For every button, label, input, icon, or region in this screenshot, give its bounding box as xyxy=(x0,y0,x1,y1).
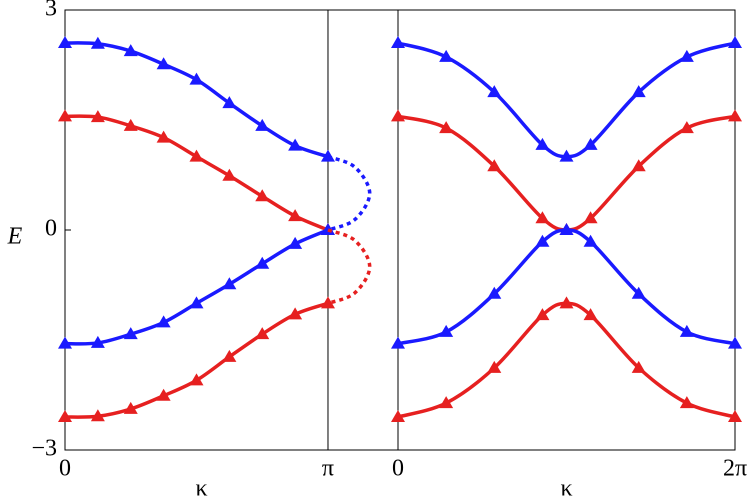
triangle-marker xyxy=(58,336,72,349)
triangle-marker xyxy=(222,349,237,362)
triangle-marker xyxy=(288,209,303,222)
triangle-marker xyxy=(58,36,72,48)
triangle-marker xyxy=(631,85,646,98)
triangle-marker xyxy=(156,315,171,328)
triangle-marker xyxy=(123,327,138,340)
triangle-marker xyxy=(391,410,405,422)
x-tick-label: 0 xyxy=(392,456,404,482)
triangle-marker xyxy=(288,236,303,249)
triangle-marker xyxy=(320,296,335,309)
triangle-marker xyxy=(487,85,502,98)
y-tick-label: 0 xyxy=(45,216,57,242)
triangle-marker xyxy=(679,49,694,62)
triangle-marker xyxy=(58,109,72,122)
triangle-marker xyxy=(583,211,598,224)
triangle-marker xyxy=(189,296,204,309)
triangle-marker xyxy=(90,335,105,348)
triangle-marker xyxy=(439,121,454,134)
y-tick-label: −3 xyxy=(31,436,57,462)
triangle-marker xyxy=(559,223,574,235)
y-tick-label: 3 xyxy=(45,0,57,22)
x-axis-label: κ xyxy=(560,476,572,498)
triangle-marker xyxy=(439,396,454,409)
band-line xyxy=(64,41,329,159)
triangle-marker xyxy=(391,336,405,349)
triangle-marker xyxy=(255,327,270,340)
triangle-marker xyxy=(156,130,171,143)
triangle-marker xyxy=(728,410,742,422)
band-line xyxy=(327,155,372,232)
band-line xyxy=(64,114,329,232)
triangle-marker xyxy=(255,189,270,202)
triangle-marker xyxy=(728,109,742,122)
triangle-marker xyxy=(123,44,138,57)
triangle-marker xyxy=(439,324,454,337)
triangle-marker xyxy=(679,396,694,409)
triangle-marker xyxy=(487,159,502,172)
triangle-marker xyxy=(391,109,405,122)
triangle-marker xyxy=(123,118,138,131)
triangle-marker xyxy=(255,118,270,131)
triangle-marker xyxy=(288,307,303,320)
triangle-marker xyxy=(90,110,105,123)
triangle-marker xyxy=(222,168,237,181)
band-line xyxy=(64,228,329,346)
triangle-marker xyxy=(679,324,694,337)
triangle-marker xyxy=(288,138,303,151)
triangle-marker xyxy=(439,49,454,62)
triangle-marker xyxy=(487,360,502,373)
triangle-marker xyxy=(631,360,646,373)
band-line xyxy=(397,114,736,232)
triangle-marker xyxy=(123,401,138,414)
triangle-marker xyxy=(90,36,105,49)
triangle-marker xyxy=(583,137,598,150)
triangle-marker xyxy=(487,286,502,299)
plot-frame xyxy=(64,9,399,451)
triangle-marker xyxy=(679,121,694,134)
triangle-marker xyxy=(559,296,574,309)
triangle-marker xyxy=(189,72,204,85)
triangle-marker xyxy=(631,159,646,172)
triangle-marker xyxy=(156,57,171,70)
x-tick-label: π xyxy=(322,456,334,482)
triangle-marker xyxy=(189,149,204,162)
triangle-marker xyxy=(58,410,72,422)
triangle-marker xyxy=(391,36,405,48)
triangle-marker xyxy=(222,96,237,109)
triangle-marker xyxy=(222,277,237,290)
x-tick-label: 0 xyxy=(59,456,71,482)
x-tick-label: 2π xyxy=(723,456,747,482)
triangle-marker xyxy=(583,308,598,321)
triangle-marker xyxy=(535,211,550,224)
band-line xyxy=(397,228,736,346)
triangle-marker xyxy=(728,336,742,349)
triangle-marker xyxy=(535,308,550,321)
triangle-marker xyxy=(189,373,204,386)
triangle-marker xyxy=(156,388,171,401)
triangle-marker xyxy=(90,409,105,422)
plot-frame xyxy=(397,9,736,451)
triangle-marker xyxy=(631,286,646,299)
triangle-marker xyxy=(583,234,598,247)
band-line xyxy=(397,301,736,419)
band-line xyxy=(327,228,372,305)
y-axis-label: E xyxy=(7,224,23,250)
triangle-marker xyxy=(728,36,742,48)
x-axis-label: κ xyxy=(195,476,207,498)
triangle-marker xyxy=(535,137,550,150)
band-line xyxy=(64,301,329,419)
triangle-marker xyxy=(255,256,270,269)
triangle-marker xyxy=(535,234,550,247)
triangle-marker xyxy=(559,149,574,162)
